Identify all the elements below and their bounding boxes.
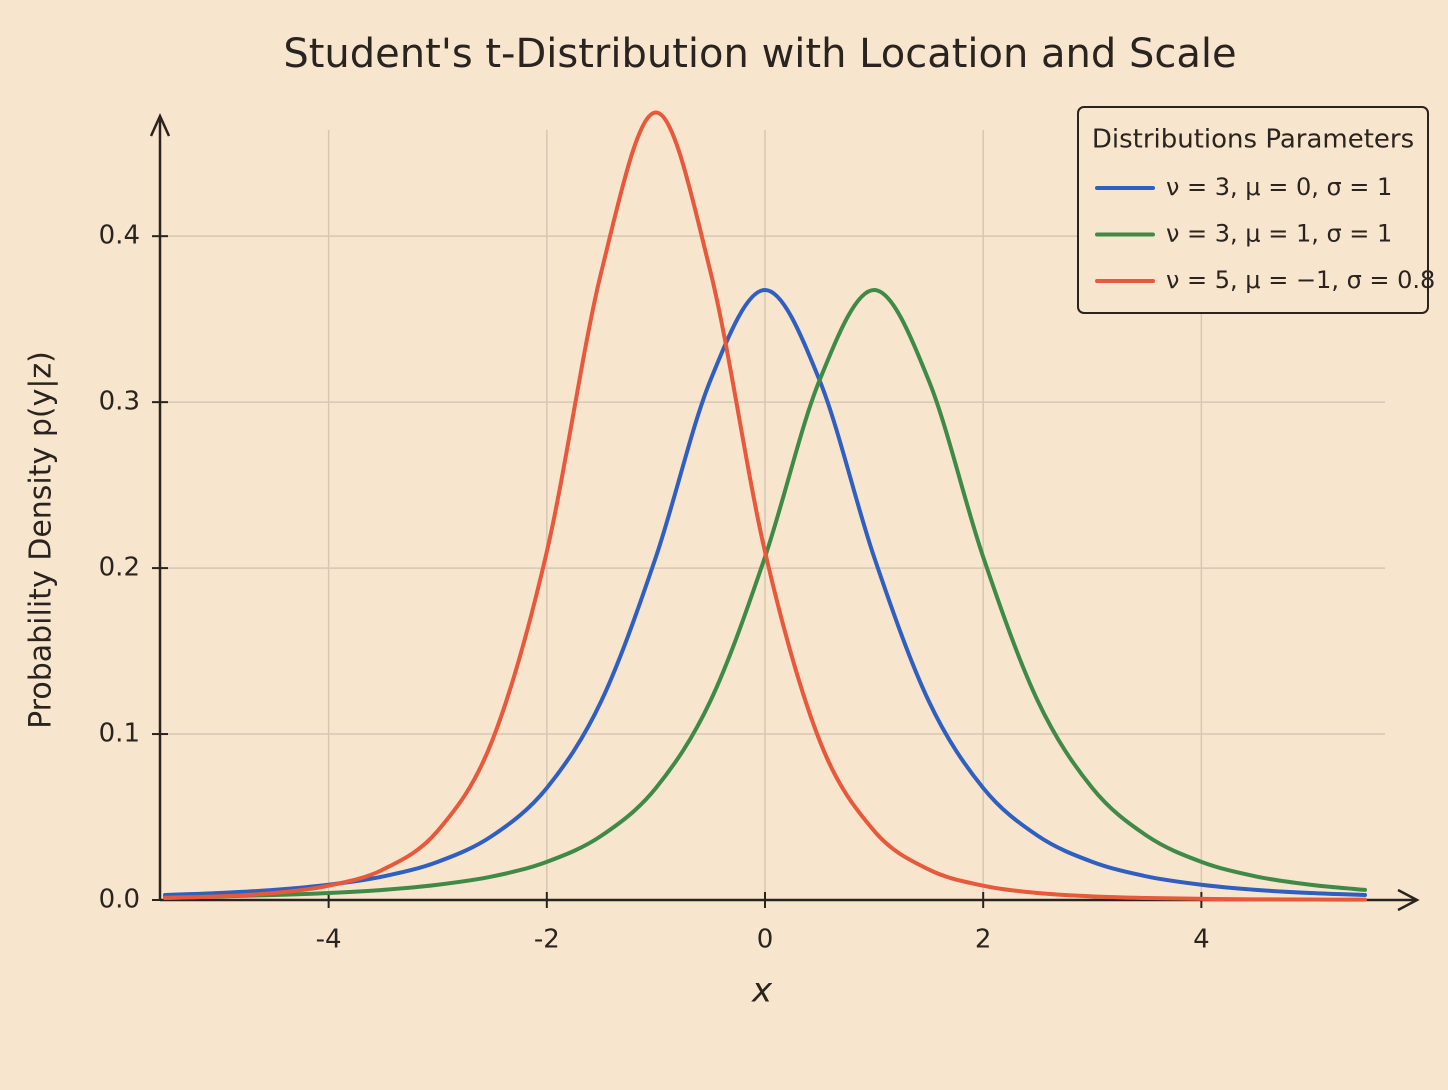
x-tick-label: -4 [316, 925, 342, 955]
x-tick-label: -2 [534, 925, 560, 955]
x-tick-label: 4 [1193, 925, 1210, 955]
y-axis-label: Probability Density p(y|z) [24, 351, 59, 729]
y-tick-label: 0.2 [99, 553, 140, 583]
y-tick-label: 0.4 [99, 221, 140, 251]
series-line [163, 287, 1367, 898]
x-tick-label: 0 [757, 925, 774, 955]
x-axis-arrow [1397, 888, 1420, 912]
legend-label: ν = 5, μ = −1, σ = 0.8 [1166, 266, 1435, 294]
legend: Distributions Parameters ν = 3, μ = 0, σ… [1077, 106, 1435, 314]
y-tick-label: 0.0 [99, 885, 140, 915]
plot-area [163, 110, 1367, 902]
series-line [163, 110, 1367, 902]
y-tick-label: 0.1 [99, 719, 140, 749]
y-tick-label: 0.3 [99, 387, 140, 417]
y-axis-arrow [149, 112, 171, 137]
legend-title: Distributions Parameters [1092, 125, 1414, 155]
legend-label: ν = 3, μ = 0, σ = 1 [1166, 173, 1392, 201]
x-axis-label: x [751, 971, 773, 1011]
legend-box [1077, 106, 1429, 314]
legend-label: ν = 3, μ = 1, σ = 1 [1166, 220, 1392, 248]
series-line [163, 287, 1367, 900]
x-tick-label: 2 [975, 925, 992, 955]
chart-title: Student's t-Distribution with Location a… [283, 31, 1236, 77]
